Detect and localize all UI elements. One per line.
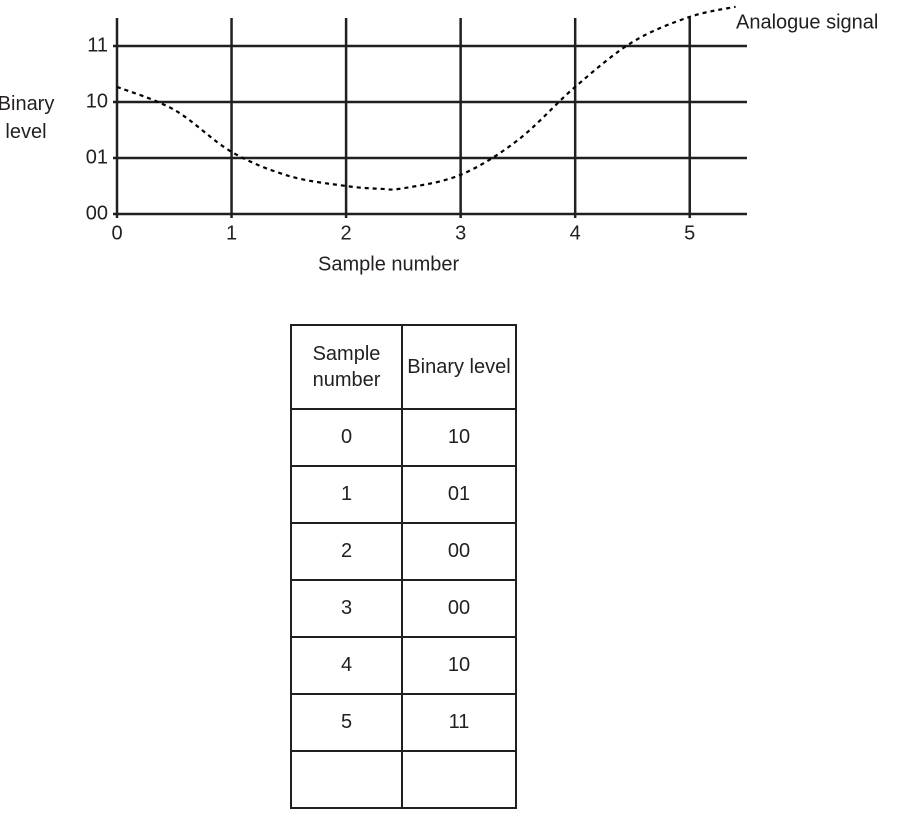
table-cell: 1 [290, 465, 403, 524]
header-cell: Binary level [401, 324, 517, 410]
empty-cell [401, 750, 517, 809]
table-cell: 3 [290, 579, 403, 638]
y-tick-label: 00 [86, 202, 108, 224]
empty-cell [290, 750, 403, 809]
chart: Sample number Analogue signal Binary leve… [0, 5, 878, 275]
header-cell: Sample number [290, 324, 403, 410]
x-tick-label: 4 [570, 222, 581, 244]
y-tick-label: 01 [86, 146, 108, 168]
x-tick-label: 0 [111, 222, 122, 244]
table-cell: 01 [401, 465, 517, 524]
table-cell: 2 [290, 522, 403, 581]
table-cell: 5 [290, 693, 403, 752]
table-cell: 10 [401, 636, 517, 695]
table-cell: 11 [401, 693, 517, 752]
y-tick-label: 10 [86, 90, 108, 112]
signal-line [116, 5, 736, 191]
table-cell: 0 [290, 408, 403, 467]
y-axis-label: Binary level [0, 93, 54, 143]
table-cell: 00 [401, 579, 517, 638]
x-tick-label: 1 [226, 222, 237, 244]
x-axis-label: Sample number [318, 253, 460, 275]
x-tick-label: 3 [455, 222, 466, 244]
x-tick-label: 2 [341, 222, 352, 244]
x-tick-label: 5 [684, 222, 695, 244]
table: Sample number Binary level 0 10 1 01 2 00 3 00 4… [290, 324, 517, 809]
table-cell: 00 [401, 522, 517, 581]
annotation: Analogue signal [736, 11, 878, 33]
table-cell: 10 [401, 408, 517, 467]
y-tick-label: 11 [87, 34, 108, 56]
table-cell: 4 [290, 636, 403, 695]
